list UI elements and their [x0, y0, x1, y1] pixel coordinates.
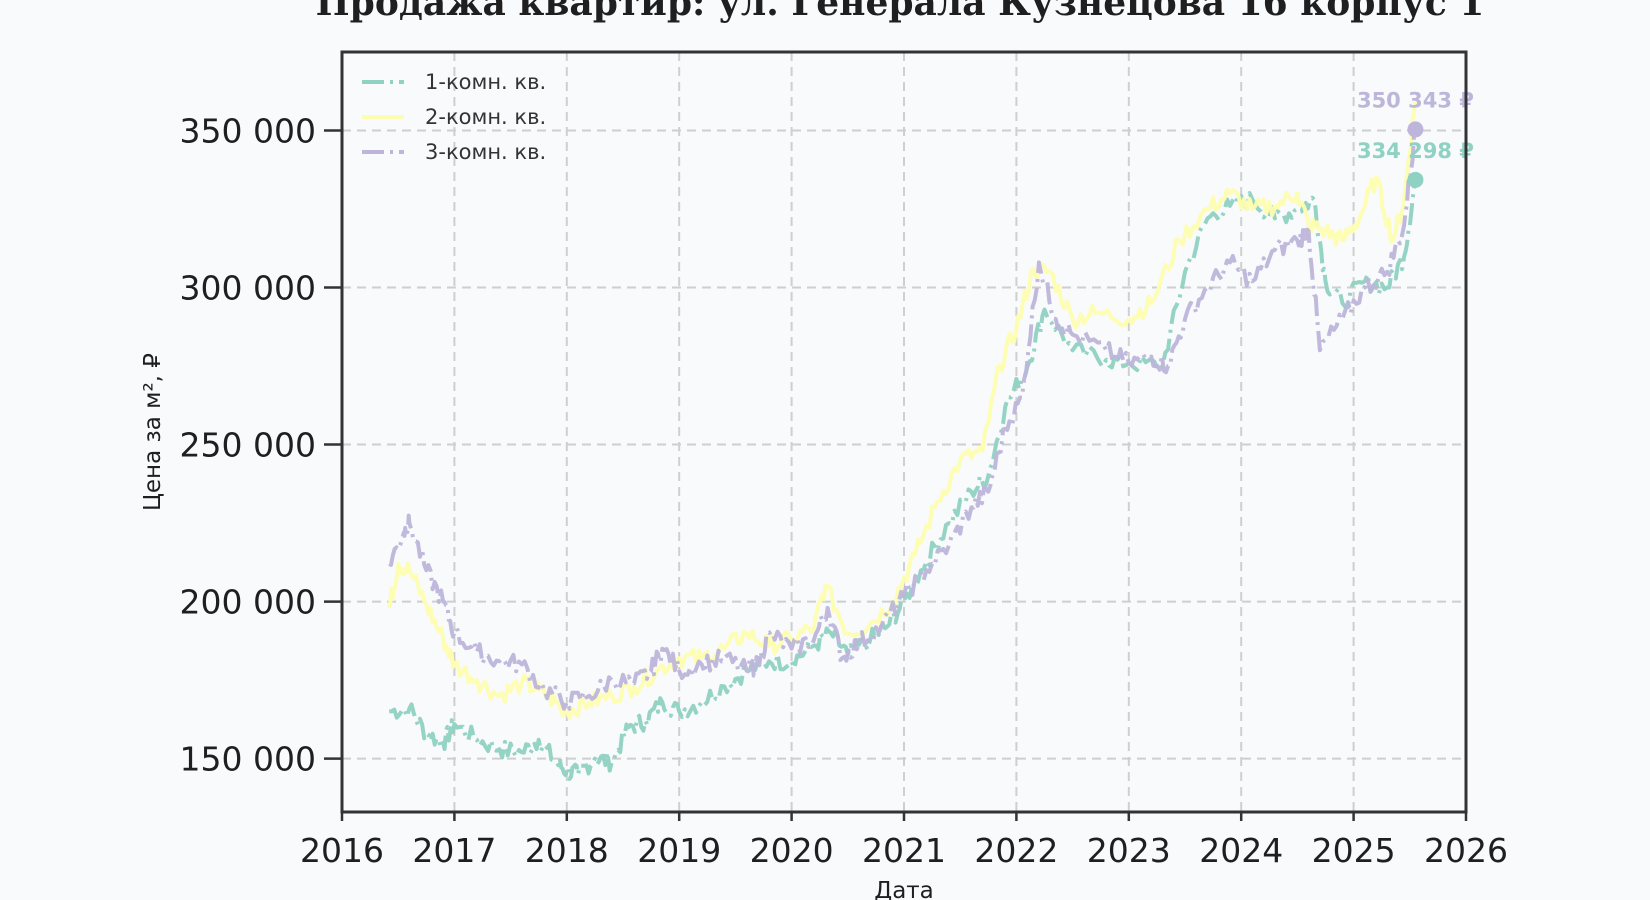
x-axis-label: Дата	[874, 878, 934, 900]
x-tick-label: 2022	[974, 831, 1058, 870]
end-marker	[1407, 121, 1424, 138]
y-axis: 150 000 200 000 250 000 300 000 350 000	[180, 112, 342, 779]
x-tick-label: 2018	[525, 831, 609, 870]
x-tick-label: 2024	[1199, 831, 1283, 870]
legend: 1-комн. кв. 2-комн. кв. 3-комн. кв.	[362, 70, 546, 164]
series-lines	[387, 98, 1418, 781]
x-tick-label: 2026	[1424, 831, 1508, 870]
x-tick-label: 2021	[862, 831, 946, 870]
grid	[342, 52, 1466, 812]
chart-title: Продажа квартир: ул. Генерала Кузнецова …	[316, 0, 1485, 24]
y-tick-label: 150 000	[180, 740, 316, 779]
x-tick-label: 2025	[1312, 831, 1396, 870]
legend-label: 3-комн. кв.	[425, 140, 546, 164]
end-value-label: 350 343 ₽	[1357, 88, 1474, 112]
x-tick-label: 2019	[637, 831, 721, 870]
legend-label: 1-комн. кв.	[425, 70, 546, 94]
y-tick-label: 350 000	[180, 112, 316, 151]
series-line-3	[388, 128, 1418, 711]
y-tick-label: 250 000	[180, 426, 316, 465]
x-axis: 2016 2017 2018 2019 2020 2021 2022 2023 2024 2025…	[300, 812, 1508, 870]
end-value-label: 334 298 ₽	[1357, 139, 1474, 163]
x-tick-label: 2023	[1087, 831, 1171, 870]
y-axis-label: Цена за м², ₽	[140, 353, 166, 511]
x-tick-label: 2016	[300, 831, 384, 870]
x-tick-label: 2020	[750, 831, 834, 870]
y-tick-label: 300 000	[180, 269, 316, 308]
end-markers: 350 343 ₽ 334 298 ₽	[1357, 88, 1474, 188]
series-line-2	[387, 98, 1418, 720]
end-marker	[1407, 171, 1424, 188]
legend-label: 2-комн. кв.	[425, 105, 546, 129]
y-tick-label: 200 000	[180, 583, 316, 622]
x-tick-label: 2017	[412, 831, 496, 870]
